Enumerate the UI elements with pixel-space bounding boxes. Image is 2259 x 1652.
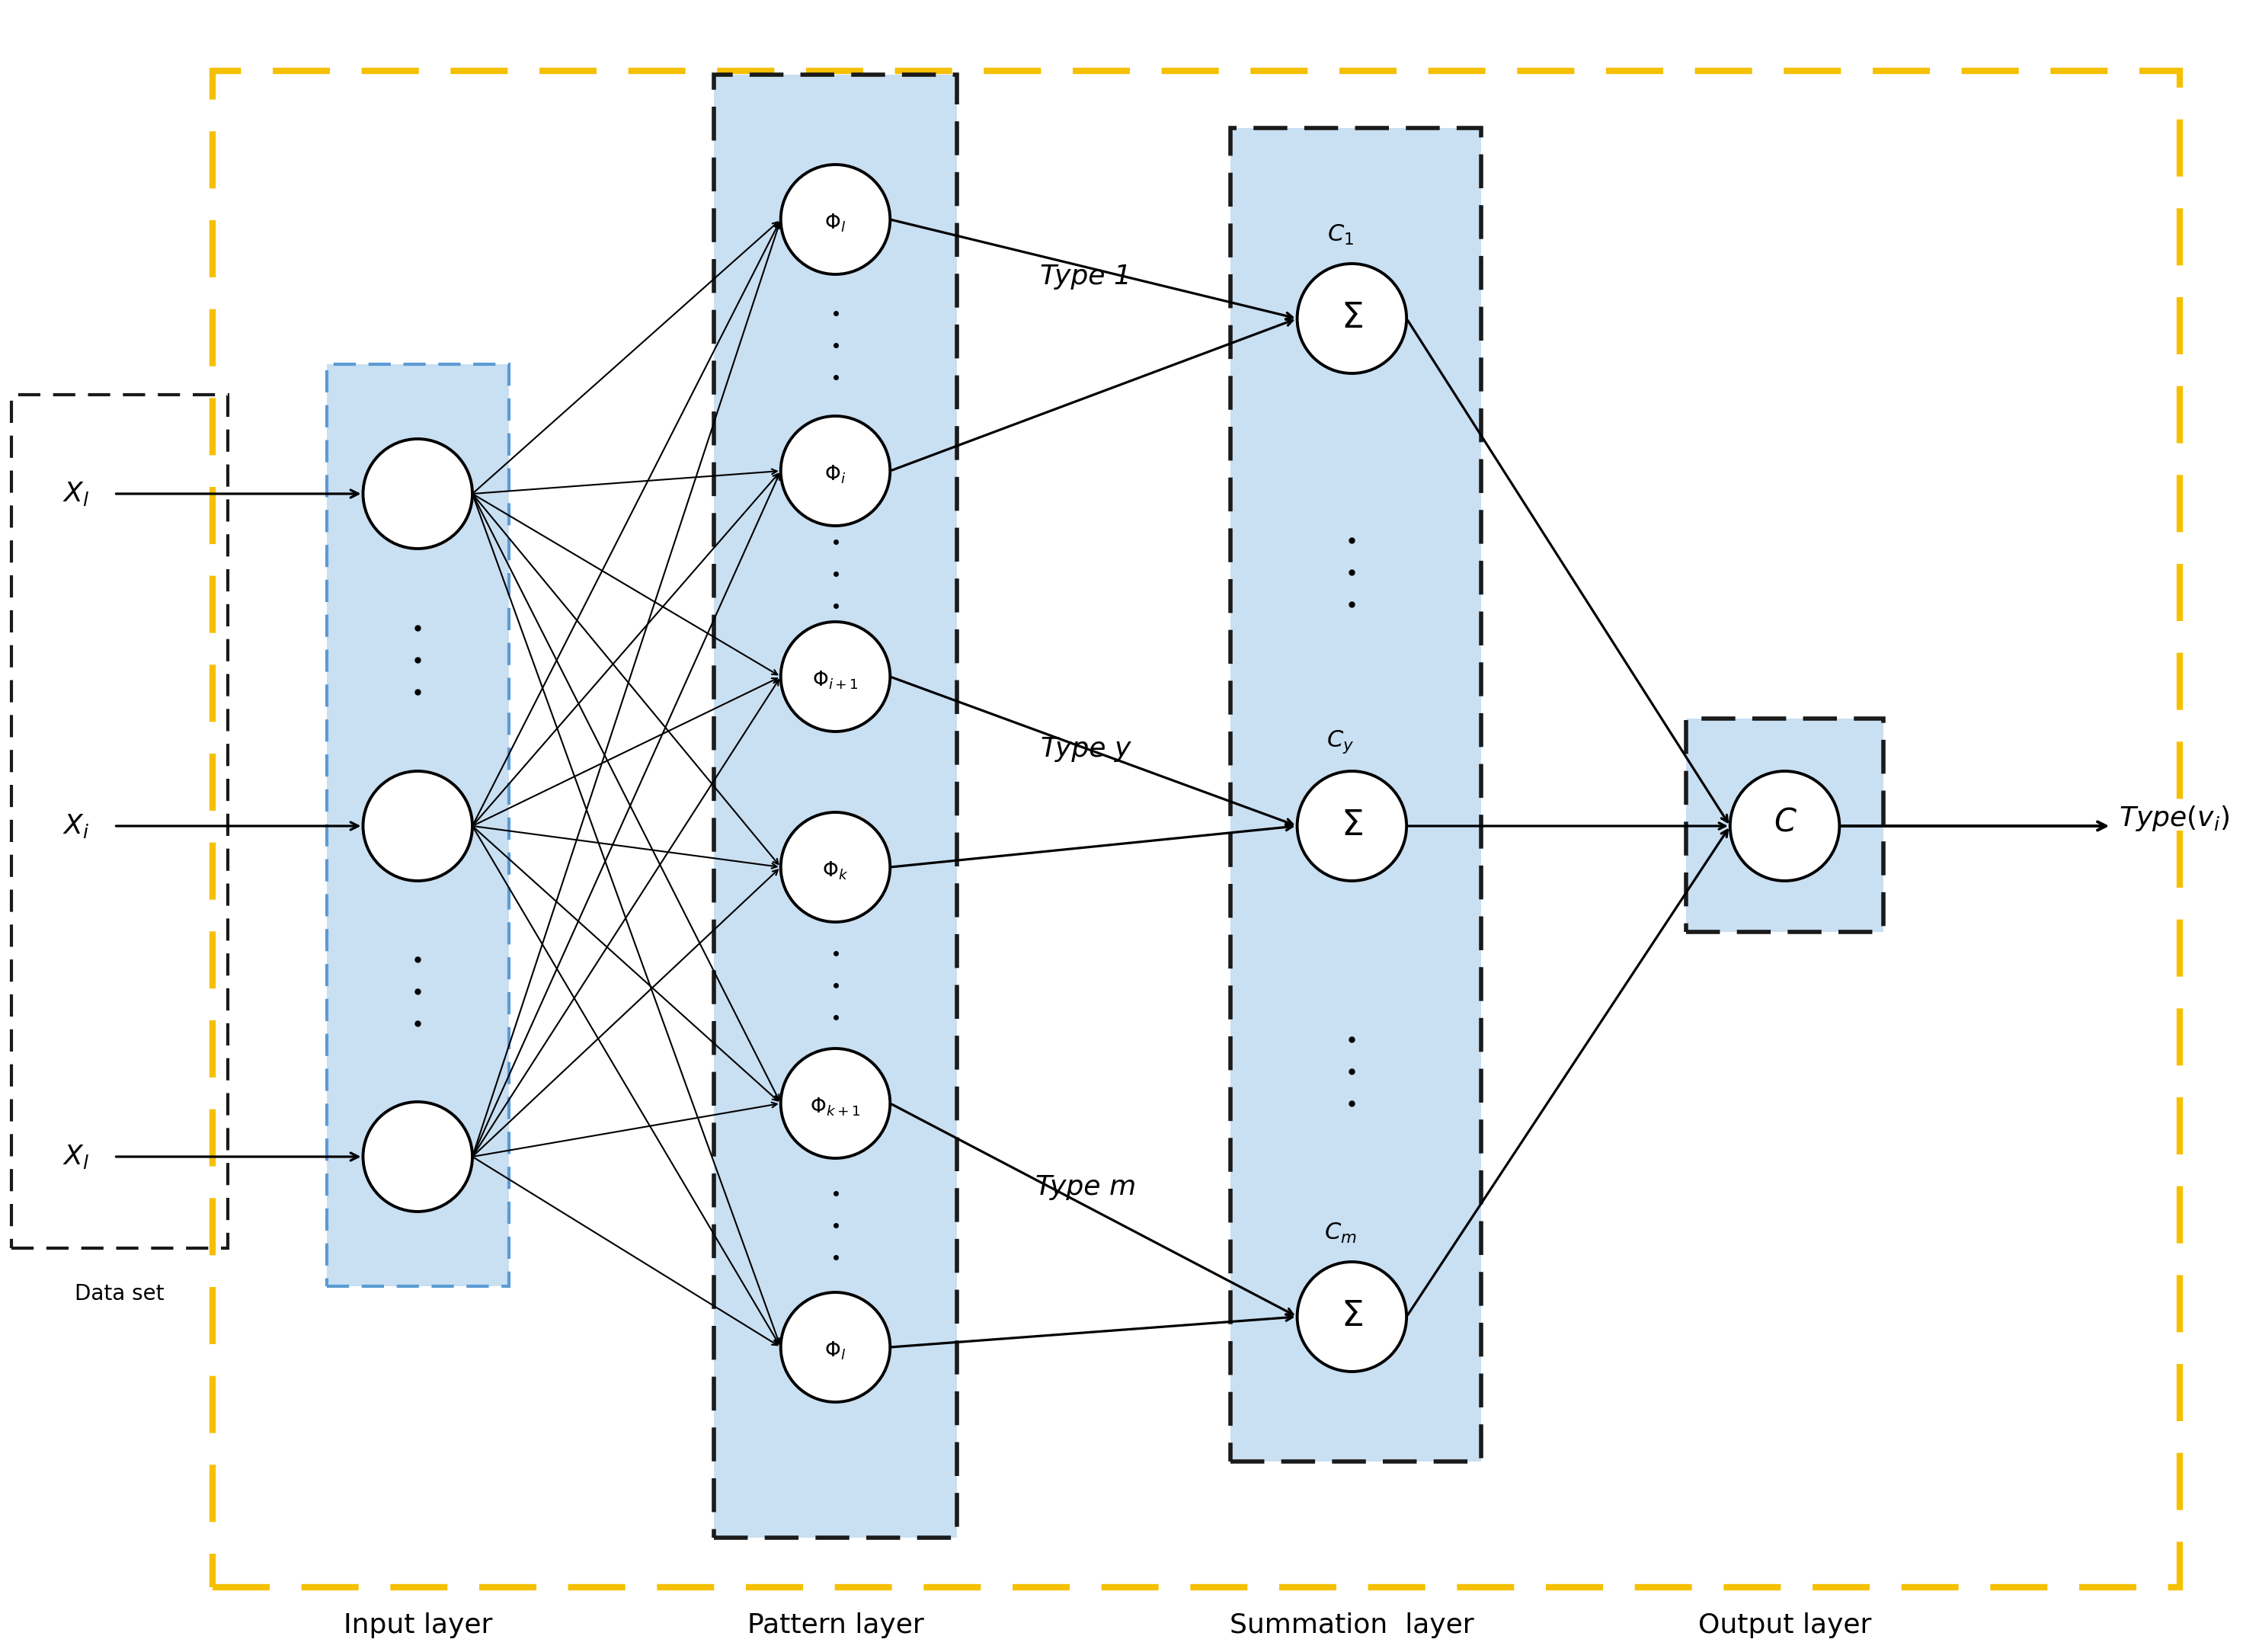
Text: C: C <box>1773 806 1796 838</box>
Circle shape <box>782 165 890 274</box>
Text: Type y: Type y <box>1041 737 1132 762</box>
Circle shape <box>782 621 890 732</box>
Text: $Type(v_i)$: $Type(v_i)$ <box>2119 805 2230 833</box>
FancyBboxPatch shape <box>1231 127 1482 1462</box>
Text: $\Phi_i$: $\Phi_i$ <box>825 464 847 486</box>
Text: Data set: Data set <box>75 1284 165 1305</box>
Text: Pattern layer: Pattern layer <box>748 1612 924 1639</box>
Text: $C_1$: $C_1$ <box>1328 223 1353 246</box>
FancyBboxPatch shape <box>328 363 508 1287</box>
FancyBboxPatch shape <box>714 74 958 1538</box>
Circle shape <box>364 439 472 548</box>
Text: $C_m$: $C_m$ <box>1324 1221 1358 1244</box>
Text: Type 1: Type 1 <box>1041 264 1132 289</box>
Text: $X_l$: $X_l$ <box>63 481 90 507</box>
Text: $\Sigma$: $\Sigma$ <box>1342 301 1362 335</box>
Text: Type m: Type m <box>1035 1175 1136 1199</box>
Text: $X_i$: $X_i$ <box>63 813 90 839</box>
Text: $X_l$: $X_l$ <box>63 1143 90 1170</box>
Text: $\Phi_{i+1}$: $\Phi_{i+1}$ <box>813 669 858 691</box>
Text: $\Phi_{k+1}$: $\Phi_{k+1}$ <box>811 1097 861 1118</box>
Circle shape <box>782 1292 890 1403</box>
Circle shape <box>782 813 890 922</box>
Text: Input layer: Input layer <box>343 1612 492 1639</box>
Text: $\Sigma$: $\Sigma$ <box>1342 809 1362 843</box>
Circle shape <box>782 1049 890 1158</box>
Circle shape <box>364 1102 472 1211</box>
Circle shape <box>364 771 472 881</box>
Circle shape <box>1297 771 1407 881</box>
Text: Output layer: Output layer <box>1699 1612 1870 1639</box>
Text: $\Sigma$: $\Sigma$ <box>1342 1300 1362 1333</box>
Circle shape <box>1297 1262 1407 1371</box>
Text: $C_y$: $C_y$ <box>1326 729 1353 755</box>
Circle shape <box>782 416 890 525</box>
Text: $\Phi_l$: $\Phi_l$ <box>825 1340 847 1361</box>
Text: $\Phi_l$: $\Phi_l$ <box>825 213 847 235</box>
Circle shape <box>1297 264 1407 373</box>
FancyBboxPatch shape <box>1685 719 1884 932</box>
Circle shape <box>1730 771 1839 881</box>
Text: $\Phi_k$: $\Phi_k$ <box>822 861 849 882</box>
Text: Summation  layer: Summation layer <box>1229 1612 1475 1639</box>
